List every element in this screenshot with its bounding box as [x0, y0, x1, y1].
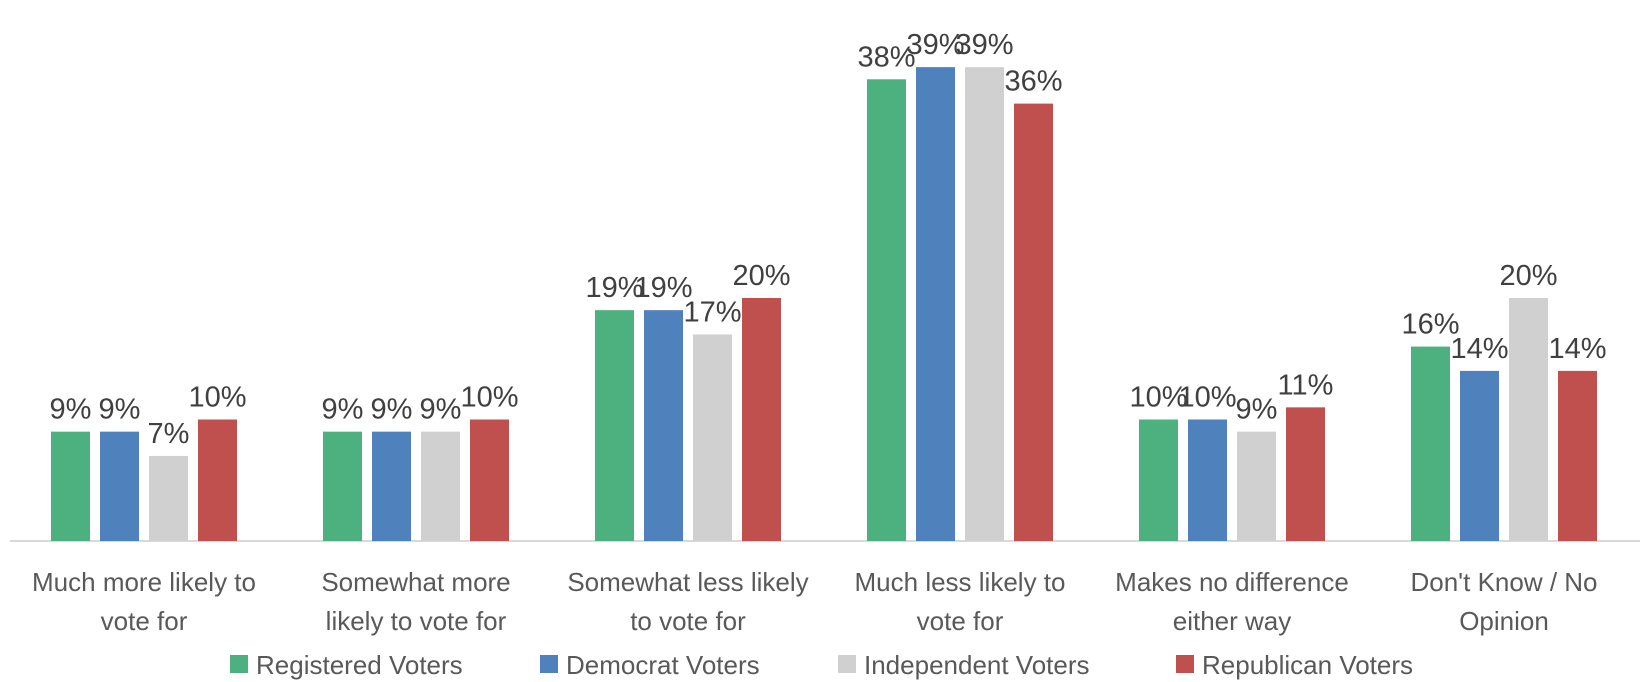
- data-label-3-2: 19%: [634, 272, 692, 304]
- legend-swatch-3: [838, 655, 856, 673]
- bar-3-1: [595, 310, 634, 541]
- bar-5-3: [1237, 431, 1276, 541]
- legend-label-4: Republican Voters: [1202, 650, 1413, 680]
- category-labels-group: Much more likely to vote for Somewhat more…: [32, 567, 1598, 636]
- data-label-2-1: 9%: [322, 394, 364, 426]
- legend: Registered Voters Democrat Voters Independ…: [230, 650, 1413, 680]
- bar-5-2: [1188, 419, 1227, 541]
- bar-6-2: [1460, 370, 1499, 541]
- bar-4-2: [916, 67, 955, 542]
- data-label-1-2: 9%: [99, 394, 141, 426]
- bar-2-3: [421, 431, 460, 541]
- data-labels-group: 9% 9%7%10% 9% 9% 9% 10%19%19%17%20%38%39%39%3…: [50, 29, 1607, 450]
- data-label-6-1: 16%: [1401, 309, 1459, 341]
- bar-2-1: [323, 431, 362, 541]
- legend-swatch-4: [1176, 655, 1194, 673]
- data-label-6-2: 14%: [1450, 333, 1508, 365]
- data-label-4-4: 36%: [1004, 66, 1062, 98]
- data-label-5-4: 11%: [1278, 369, 1334, 401]
- data-label-4-1: 38%: [857, 41, 915, 73]
- bar-1-4: [198, 419, 237, 541]
- bar-6-1: [1411, 346, 1450, 541]
- legend-label-1: Registered Voters: [256, 650, 463, 680]
- bar-2-2: [372, 431, 411, 541]
- category-label-3-line-2: to vote for: [630, 606, 746, 636]
- bar-6-3: [1509, 298, 1548, 541]
- bar-1-1: [51, 431, 90, 541]
- legend-label-3: Independent Voters: [864, 650, 1090, 680]
- bar-6-4: [1558, 370, 1597, 541]
- data-label-1-4: 10%: [188, 382, 246, 414]
- bar-4-3: [965, 67, 1004, 542]
- category-label-6-line-2: Opinion: [1459, 606, 1549, 636]
- category-label-2-line-1: Somewhat more: [321, 567, 510, 597]
- category-label-5-line-2: either way: [1173, 606, 1292, 636]
- category-label-4-line-1: Much less likely to: [855, 567, 1066, 597]
- category-label-1-line-1: Much more likely to: [32, 567, 256, 597]
- data-label-6-4: 14%: [1548, 333, 1606, 365]
- bar-1-3: [149, 455, 188, 541]
- category-label-1-line-2: vote for: [101, 606, 188, 636]
- bar-2-4: [470, 419, 509, 541]
- data-label-3-4: 20%: [732, 260, 790, 292]
- data-label-4-3: 39%: [955, 29, 1013, 61]
- legend-swatch-1: [230, 655, 248, 673]
- bar-3-3: [693, 334, 732, 541]
- category-label-5-line-1: Makes no difference: [1115, 567, 1349, 597]
- data-label-3-1: 19%: [585, 272, 643, 304]
- data-label-3-3: 17%: [683, 296, 741, 328]
- category-label-6-line-1: Don't Know / No: [1410, 567, 1597, 597]
- data-label-1-1: 9%: [50, 394, 92, 426]
- data-label-2-4: 10%: [460, 382, 518, 414]
- bar-3-4: [742, 298, 781, 541]
- bar-4-1: [867, 79, 906, 542]
- bar-3-2: [644, 310, 683, 541]
- bar-4-4: [1014, 103, 1053, 541]
- category-label-4-line-2: vote for: [917, 606, 1004, 636]
- data-label-6-3: 20%: [1499, 260, 1557, 292]
- data-label-1-3: 7%: [148, 418, 190, 450]
- legend-swatch-2: [540, 655, 558, 673]
- bar-5-4: [1286, 407, 1325, 541]
- bar-5-1: [1139, 419, 1178, 541]
- data-label-4-2: 39%: [906, 29, 964, 61]
- data-label-5-1: 10%: [1129, 382, 1187, 414]
- bar-1-2: [100, 431, 139, 541]
- data-label-2-2: 9%: [371, 394, 413, 426]
- legend-label-2: Democrat Voters: [566, 650, 760, 680]
- data-label-5-3: 9%: [1236, 394, 1278, 426]
- data-label-2-3: 9%: [420, 394, 462, 426]
- bars-group: [51, 67, 1597, 542]
- data-label-5-2: 10%: [1178, 382, 1236, 414]
- category-label-2-line-2: likely to vote for: [326, 606, 507, 636]
- category-label-3-line-1: Somewhat less likely: [567, 567, 808, 597]
